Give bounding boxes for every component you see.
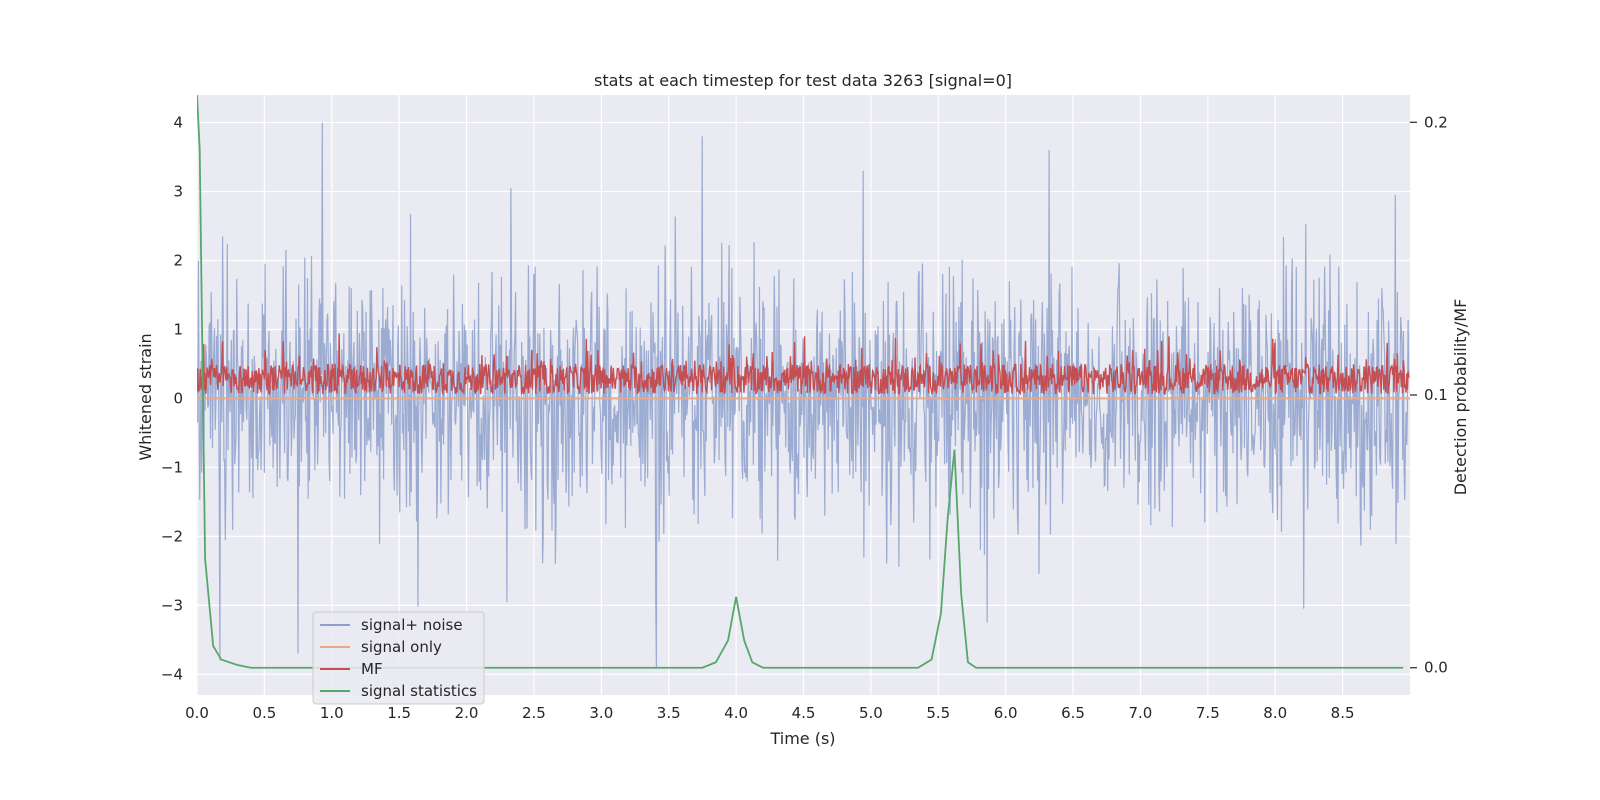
y-tick-label: −4 <box>161 665 183 683</box>
chart-title: stats at each timestep for test data 326… <box>594 71 1012 90</box>
x-tick-label: 8.5 <box>1331 704 1355 722</box>
y-tick-label: 1 <box>173 320 183 338</box>
y-tick-label: 0 <box>173 389 183 407</box>
x-tick-label: 4.5 <box>792 704 816 722</box>
x-tick-label: 5.0 <box>859 704 883 722</box>
x-tick-label: 0.0 <box>185 704 209 722</box>
y-tick-label: −1 <box>161 458 183 476</box>
x-tick-label: 3.5 <box>657 704 681 722</box>
y2-tick-label: 0.0 <box>1424 659 1448 677</box>
y-axis-label: Whitened strain <box>136 333 155 460</box>
x-tick-label: 1.5 <box>387 704 411 722</box>
y2-axis-label: Detection probability/MF <box>1451 299 1470 496</box>
x-tick-label: 0.5 <box>252 704 276 722</box>
x-tick-label: 5.5 <box>926 704 950 722</box>
axes: 0.0 0.5 1.0 1.5 2.0 2.5 3.0 3.5 4.0 4.5 5.0 5.5 6.0 6… <box>161 113 1448 722</box>
x-tick-label: 4.0 <box>724 704 748 722</box>
series-layer <box>197 95 1410 669</box>
y-tick-label: −2 <box>161 527 183 545</box>
x-tick-label: 1.0 <box>320 704 344 722</box>
x-tick-label: 2.0 <box>455 704 479 722</box>
series-line-signal-statistics <box>197 95 1404 669</box>
y-tick-label: 3 <box>173 183 183 201</box>
x-tick-label: 8.0 <box>1263 704 1287 722</box>
series-line-mf <box>197 333 1410 396</box>
series-line-signal-noise <box>197 122 1410 668</box>
y-tick-label: 4 <box>173 114 183 132</box>
x-tick-label: 6.0 <box>994 704 1018 722</box>
y2-tick-label: 0.2 <box>1424 113 1448 131</box>
legend-label-signal-only: signal only <box>361 638 442 656</box>
x-tick-label: 6.5 <box>1061 704 1085 722</box>
y2-tick-label: 0.1 <box>1424 386 1448 404</box>
legend-label-signal-statistics: signal statistics <box>361 682 477 700</box>
legend: signal+ noise signal only MF signal stat… <box>312 611 485 705</box>
y-tick-label: −3 <box>161 596 183 614</box>
legend-box <box>312 611 485 705</box>
x-axis-label: Time (s) <box>769 729 835 748</box>
x-tick-label: 7.0 <box>1129 704 1153 722</box>
x-tick-label: 2.5 <box>522 704 546 722</box>
x-tick-label: 3.0 <box>589 704 613 722</box>
y-tick-label: 2 <box>173 252 183 270</box>
legend-label-mf: MF <box>361 660 383 678</box>
legend-label-signal-noise: signal+ noise <box>361 616 463 634</box>
x-tick-label: 7.5 <box>1196 704 1220 722</box>
